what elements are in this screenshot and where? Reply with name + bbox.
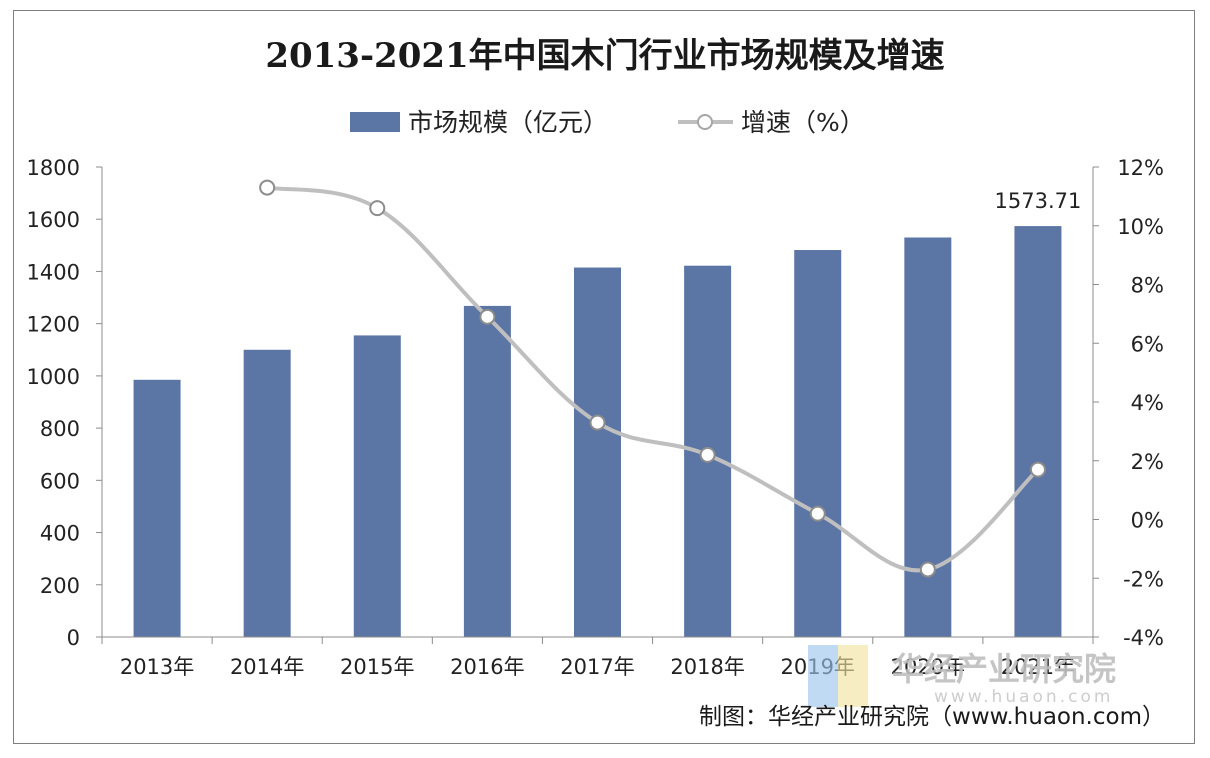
watermark-name: 华经产业研究院 <box>892 650 1116 688</box>
y-left-tick-label: 1000 <box>27 365 80 389</box>
chart-title: 2013-2021年中国木门行业市场规模及增速 <box>265 36 944 76</box>
growth-point-2015年 <box>369 200 386 217</box>
y-right-tick-label: 6% <box>1131 332 1164 356</box>
bar-2013年 <box>133 379 181 637</box>
y-right-tick-label: 0% <box>1131 509 1164 533</box>
y-right-tick-label: 10% <box>1117 215 1164 239</box>
growth-point-2019年 <box>809 505 826 522</box>
watermark-site: www.huaon.com <box>934 687 1113 707</box>
legend-bar-label: 市场规模（亿元） <box>408 108 608 137</box>
y-left-tick-label: 1400 <box>27 260 80 284</box>
x-tick-label: 2013年 <box>120 655 194 679</box>
legend: 市场规模（亿元） 增速（%） <box>350 108 865 137</box>
y-left-tick-label: 1600 <box>27 208 80 232</box>
x-tick-label: 2020年 <box>891 655 965 679</box>
bar-2015年 <box>353 335 401 637</box>
x-tick-label: 2018年 <box>670 655 744 679</box>
legend-line-marker <box>697 114 713 130</box>
legend-line-label: 增速（%） <box>741 108 865 137</box>
x-tick-label: 2017年 <box>560 655 634 679</box>
y-left-tick-label: 0 <box>67 626 80 650</box>
watermark-logo-blue <box>808 645 838 707</box>
growth-point-2021年 <box>1029 461 1046 478</box>
x-tick-label: 2015年 <box>340 655 414 679</box>
bar-2019年 <box>794 250 842 638</box>
source-note: 制图：华经产业研究院（www.huaon.com） <box>699 704 1165 730</box>
watermark-logo-yellow <box>838 645 868 707</box>
x-tick-label: 2014年 <box>230 655 304 679</box>
bar-data-label: 1573.71 <box>995 189 1082 213</box>
bar-series <box>133 226 1062 638</box>
y-left-tick-label: 200 <box>40 574 80 598</box>
bar-2017年 <box>574 267 621 637</box>
growth-point-2014年 <box>259 179 276 196</box>
growth-point-2018年 <box>699 446 716 463</box>
y-left-tick-label: 800 <box>40 417 80 441</box>
x-tick-label: 2021年 <box>1001 655 1075 679</box>
x-tick-label: 2016年 <box>450 655 524 679</box>
y-right-tick-label: 2% <box>1131 450 1164 474</box>
growth-point-2020年 <box>919 561 936 578</box>
growth-point-2016年 <box>479 308 496 325</box>
watermark: 华经产业研究院 www.huaon.com <box>808 645 1116 707</box>
y-left-tick-label: 600 <box>40 469 80 493</box>
data-labels: 1573.71 <box>995 189 1082 213</box>
bar-2016年 <box>463 305 511 637</box>
line-series <box>259 179 1046 578</box>
y-left-tick-label: 1800 <box>27 156 80 180</box>
y-right-tick-label: 12% <box>1117 156 1164 180</box>
y-right-tick-label: 8% <box>1131 274 1164 298</box>
y-right-tick-label: -2% <box>1123 567 1164 591</box>
y-left-tick-label: 1200 <box>27 313 80 337</box>
bar-2021年 <box>1014 226 1062 637</box>
growth-point-2017年 <box>589 414 606 431</box>
y-left-tick-label: 400 <box>40 522 80 546</box>
y-right-tick-label: 4% <box>1131 391 1164 415</box>
y-right-tick-label: -4% <box>1123 626 1164 650</box>
bar-2014年 <box>243 349 291 637</box>
legend-bar-swatch <box>350 112 400 132</box>
plot-area: 0 200 400 600 800 1000 1200 1400 1600 1800 -4% -2% 0… <box>27 156 1164 679</box>
